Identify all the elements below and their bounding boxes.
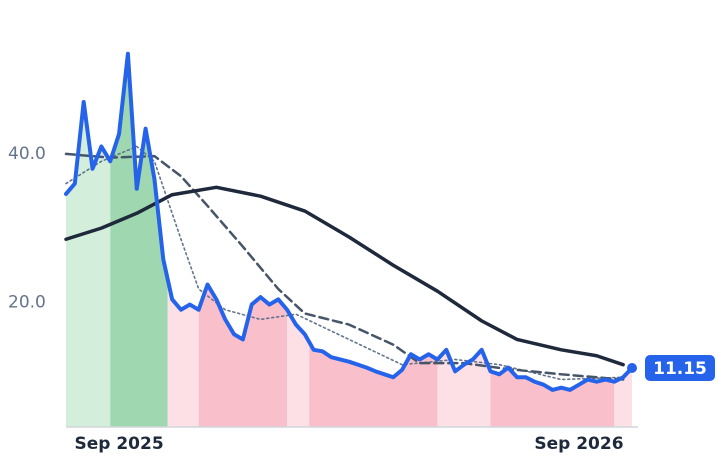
y-tick-label: 40.0 [8, 144, 46, 164]
region [437, 53, 491, 427]
region [287, 53, 310, 427]
line-series [64, 152, 625, 381]
value-badge [645, 355, 715, 382]
x-tick-label: Sep 2025 [74, 434, 163, 454]
last-value-label: 11.15 [653, 359, 707, 379]
line-series [64, 185, 625, 367]
region [198, 53, 288, 427]
y-tick-label: 20.0 [8, 292, 46, 312]
line-series [65, 145, 624, 381]
x-tick-label: Sep 2026 [534, 434, 623, 454]
region [167, 53, 199, 427]
line-series [64, 51, 634, 392]
last-point [627, 363, 637, 374]
